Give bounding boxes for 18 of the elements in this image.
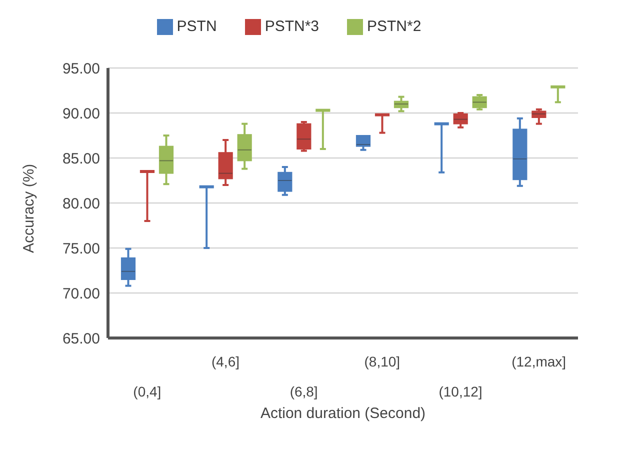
y-tick-label: 85.00 (62, 150, 100, 168)
x-tick-label: (0,4] (133, 383, 162, 400)
legend-label: PSTN (176, 18, 217, 35)
y-tick-label: 95.00 (62, 60, 100, 78)
legend-label: PSTN*2 (367, 18, 422, 35)
x-tick-label: (4,6] (211, 353, 240, 370)
y-axis-title: Accuracy (%) (20, 164, 38, 253)
x-tick-label: (8,10] (364, 353, 400, 370)
x-tick-label: (10,12] (438, 383, 482, 400)
x-tick-label: (6,8] (290, 383, 318, 400)
y-tick-label: 65.00 (62, 330, 100, 348)
x-axis-title: Action duration (Second) (260, 405, 426, 422)
y-tick-label: 90.00 (62, 105, 100, 122)
y-tick-label: 75.00 (62, 240, 100, 258)
y-tick-label: 70.00 (62, 285, 100, 302)
y-tick-label: 80.00 (62, 195, 100, 212)
legend-label: PSTN*3 (264, 18, 319, 35)
x-tick-label: (12,max] (512, 353, 566, 370)
